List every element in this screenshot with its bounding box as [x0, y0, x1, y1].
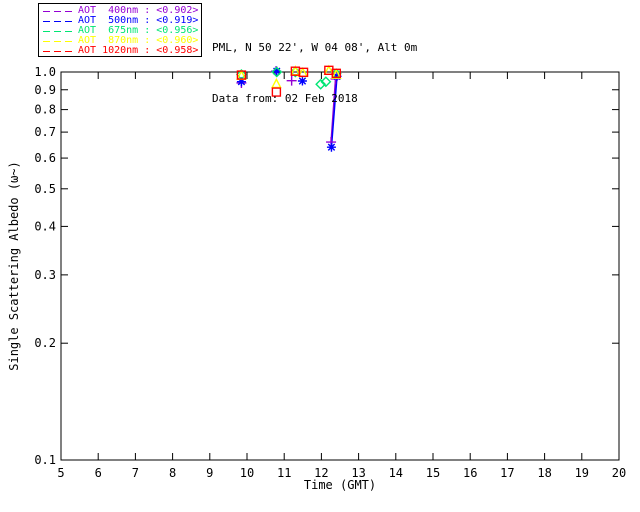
legend-entry: AOT 400nm : <0.902>: [39, 6, 201, 16]
x-tick-label: 9: [206, 466, 213, 480]
legend-dash-line: [43, 40, 73, 42]
legend-entry-label: AOT 675nm : <0.956>: [78, 25, 199, 36]
legend-entry: AOT 1020nm : <0.958>: [39, 46, 201, 56]
marker-asterisk-500nm: [326, 142, 336, 152]
legend-entry: AOT 870nm : <0.960>: [39, 36, 201, 46]
legend-entry: AOT 675nm : <0.956>: [39, 26, 201, 36]
marker-asterisk-500nm: [332, 71, 342, 81]
marker-plus-400nm: [286, 75, 297, 86]
y-axis-label: Single Scattering Albedo (ω~): [7, 161, 21, 371]
x-tick-label: 18: [537, 466, 551, 480]
marker-asterisk-500nm: [272, 66, 282, 76]
series-line-400nm: [330, 78, 337, 143]
x-tick-label: 16: [463, 466, 477, 480]
y-tick-label: 0.3: [34, 268, 56, 282]
x-tick-label: 13: [351, 466, 365, 480]
y-tick-label: 0.8: [34, 103, 56, 117]
marker-square-1020nm: [236, 70, 247, 80]
x-tick-label: 17: [500, 466, 514, 480]
legend-box: AOT 400nm : <0.902> AOT 500nm : <0.919> AO…: [38, 3, 202, 57]
x-tick-label: 12: [314, 466, 328, 480]
marker-square-1020nm: [331, 68, 341, 79]
marker-square-1020nm: [271, 87, 282, 97]
marker-diamond-675nm: [320, 76, 332, 88]
legend-entry: AOT 500nm : <0.919>: [39, 16, 201, 26]
x-tick-label: 7: [132, 466, 139, 480]
x-tick-label: 6: [95, 466, 102, 480]
marker-diamond-675nm: [289, 66, 301, 78]
y-tick-label: 1.0: [34, 65, 56, 79]
x-tick-label: 10: [240, 466, 254, 480]
legend-dash-line: [43, 20, 73, 22]
legend-entry-label: AOT 870nm : <0.960>: [78, 35, 199, 46]
x-tick-label: 11: [277, 466, 291, 480]
y-tick-label: 0.6: [34, 151, 56, 165]
legend-dash-line: [43, 50, 73, 52]
date-subtitle: Data from: 02 Feb 2018: [212, 92, 358, 105]
y-tick-label: 0.4: [34, 219, 56, 233]
legend-entry-label: AOT 500nm : <0.919>: [78, 15, 199, 26]
marker-diamond-675nm: [271, 66, 283, 78]
x-tick-label: 20: [612, 466, 626, 480]
marker-diamond-675nm: [315, 78, 327, 90]
marker-triangle-870nm: [330, 68, 342, 79]
x-axis-label: Time (GMT): [303, 478, 377, 492]
site-title: PML, N 50 22', W 04 08', Alt 0m: [212, 41, 418, 54]
legend-dash-line: [43, 30, 73, 32]
legend-dash-line: [43, 10, 73, 12]
marker-asterisk-500nm: [297, 76, 307, 86]
marker-square-1020nm: [298, 67, 309, 78]
x-tick-label: 19: [575, 466, 589, 480]
x-tick-label: 14: [389, 466, 403, 480]
chart-header: PML, N 50 22', W 04 08', Alt 0m Data fro…: [212, 5, 417, 141]
y-tick-label: 0.1: [34, 453, 56, 467]
marker-asterisk-500nm: [236, 77, 246, 87]
y-tick-label: 0.2: [34, 336, 56, 350]
y-tick-label: 0.9: [34, 83, 56, 97]
x-tick-label: 8: [169, 466, 176, 480]
series-line-500nm: [330, 76, 338, 148]
x-tick-label: 5: [57, 466, 64, 480]
legend-entry-label: AOT 1020nm : <0.958>: [78, 45, 199, 56]
x-tick-label: 15: [426, 466, 440, 480]
y-tick-label: 0.5: [34, 182, 56, 196]
legend-entry-label: AOT 400nm : <0.902>: [78, 5, 199, 16]
y-tick-label: 0.7: [34, 125, 56, 139]
